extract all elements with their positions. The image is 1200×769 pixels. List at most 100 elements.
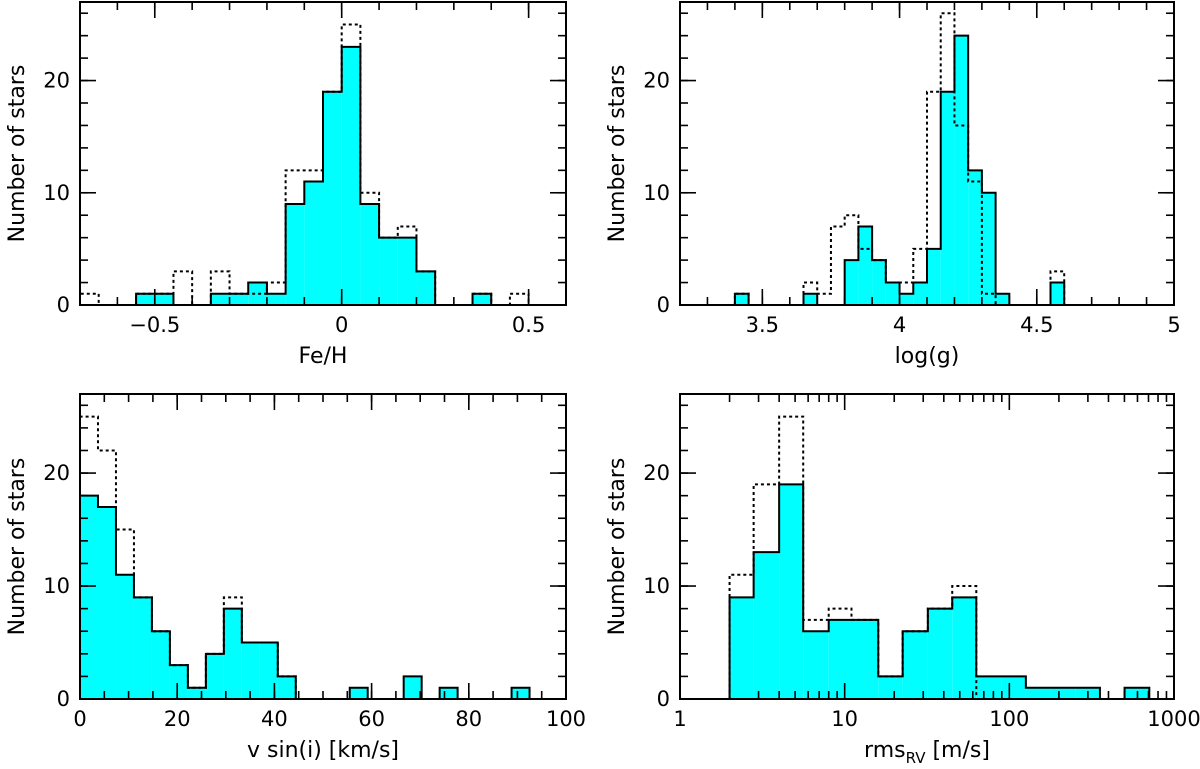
logg-bar-9: [858, 226, 873, 305]
logg-bar-19: [995, 293, 1010, 305]
feh-bar-4: [248, 282, 267, 305]
vsini-bar-6: [187, 687, 206, 699]
vsini-xtick-label: 80: [455, 707, 482, 731]
rms-ticks: [679, 394, 1175, 700]
rms-bar-10: [976, 676, 1002, 699]
rms-y-axis-title: Number of stars: [605, 458, 630, 636]
vsini-xtick-label: 100: [546, 707, 586, 731]
feh-bar-10: [360, 204, 380, 305]
vsini-bar-1: [97, 506, 116, 699]
feh-filled-outline: [135, 45, 493, 306]
logg-bar-0: [734, 293, 749, 305]
rms-bar-5: [851, 619, 879, 699]
vsini-series-dotted: [79, 415, 297, 699]
feh-ytick-label: 20: [43, 69, 70, 93]
logg-bar-17: [968, 170, 982, 305]
logg-y-axis-title: Number of stars: [605, 65, 630, 243]
logg-bar-5: [803, 293, 818, 305]
vsini-bar-18: [403, 676, 422, 699]
rms-ytick-label: 20: [643, 461, 670, 485]
logg-ytick-label: 10: [643, 181, 670, 205]
vsini-bar-11: [277, 676, 296, 699]
rms-bar-6: [878, 676, 903, 699]
feh-bar-8: [323, 91, 342, 306]
vsini-bar-24: [511, 687, 530, 699]
panel-feh: −0.5 0 0.5 0 10 20 Fe/H Number of stars: [5, 1, 567, 369]
vsini-ytick-label: 0: [57, 687, 70, 711]
feh-xtick-label: 0: [335, 313, 348, 337]
logg-bar-13: [913, 282, 927, 305]
logg-ytick-label: 20: [643, 69, 670, 93]
vsini-xtick-label: 40: [261, 707, 288, 731]
feh-y-axis-title: Number of stars: [5, 65, 30, 243]
feh-xtick-label: −0.5: [129, 313, 180, 337]
logg-bar-11: [885, 282, 900, 305]
feh-x-axis-title: Fe/H: [299, 344, 348, 369]
logg-ytick-label: 0: [657, 293, 670, 317]
vsini-series-filled: [79, 494, 548, 700]
rms-bar-4: [828, 619, 852, 699]
vsini-xtick-label: 60: [358, 707, 385, 731]
panel-logg: 3.5 4 4.5 5 0 10 20 log(g) Number of stars: [605, 1, 1181, 369]
vsini-bar-20: [439, 687, 458, 699]
logg-bar-16: [954, 35, 969, 306]
logg-xtick-label: 3.5: [746, 313, 779, 337]
feh-ticks: [79, 2, 567, 306]
vsini-bar-0: [80, 495, 98, 699]
feh-bar-15: [472, 293, 492, 305]
panel-vsini: 0 20 40 60 80 100 0 10 20 v sin(i) [km/s] Number o…: [5, 393, 586, 763]
rms-bar-8: [927, 608, 953, 699]
rms-x-axis-title: rmsRV [m/s]: [864, 738, 990, 767]
feh-bar-6: [285, 204, 305, 305]
vsini-bar-5: [169, 665, 188, 699]
logg-bar-23: [1050, 282, 1065, 305]
panel-rms: 1 10 100 1000 0 10 20 rmsRV [m/s] Number of star…: [605, 393, 1200, 767]
feh-ytick-label: 0: [57, 293, 70, 317]
rms-ytick-label: 0: [657, 687, 670, 711]
feh-ytick-label: 10: [43, 181, 70, 205]
logg-bar-14: [927, 248, 941, 305]
logg-xtick-label: 4.5: [1020, 313, 1053, 337]
vsini-dotted-outline: [79, 415, 297, 699]
logg-bar-8: [844, 260, 859, 305]
feh-bar-3: [229, 293, 249, 305]
vsini-y-axis-title: Number of stars: [5, 458, 30, 636]
rms-frame: [679, 393, 1175, 700]
logg-series-filled: [733, 34, 1133, 306]
vsini-bar-8: [223, 608, 242, 699]
vsini-bar-15: [349, 687, 368, 699]
vsini-ytick-label: 20: [43, 461, 70, 485]
feh-bar-13: [416, 271, 436, 305]
logg-dotted-outline: [733, 12, 1133, 306]
rms-bar-3: [803, 631, 829, 699]
vsini-x-axis-title: v sin(i) [km/s]: [247, 738, 399, 763]
logg-ticks: [679, 2, 1175, 306]
feh-bar-5: [266, 293, 286, 305]
rms-dotted-outline: [728, 415, 978, 699]
feh-bar-7: [304, 181, 323, 305]
feh-bar-11: [379, 237, 398, 305]
rms-filled-outline: [728, 483, 1151, 700]
rms-bar-13: [1050, 687, 1076, 699]
logg-series-dotted: [733, 12, 1133, 306]
vsini-bar-9: [241, 642, 260, 699]
vsini-bar-10: [259, 642, 278, 699]
vsini-bar-4: [151, 631, 170, 699]
vsini-ytick-label: 10: [43, 574, 70, 598]
logg-bar-12: [899, 293, 914, 305]
rms-bar-7: [902, 631, 928, 699]
logg-xtick-label: 5: [1167, 313, 1180, 337]
feh-bar-2: [210, 293, 230, 305]
rms-bar-0: [729, 597, 754, 699]
logg-xtick-label: 4: [893, 313, 906, 337]
vsini-bar-2: [115, 574, 134, 699]
feh-series-filled: [135, 45, 493, 306]
rms-bar-2: [779, 484, 804, 699]
rms-bar-11: [1001, 676, 1026, 699]
feh-bar-9: [341, 46, 361, 306]
logg-x-axis-title: log(g): [895, 344, 960, 369]
feh-bar-12: [397, 237, 417, 305]
rms-xtick-label: 1000: [1147, 707, 1200, 731]
rms-series-filled: [728, 483, 1151, 700]
